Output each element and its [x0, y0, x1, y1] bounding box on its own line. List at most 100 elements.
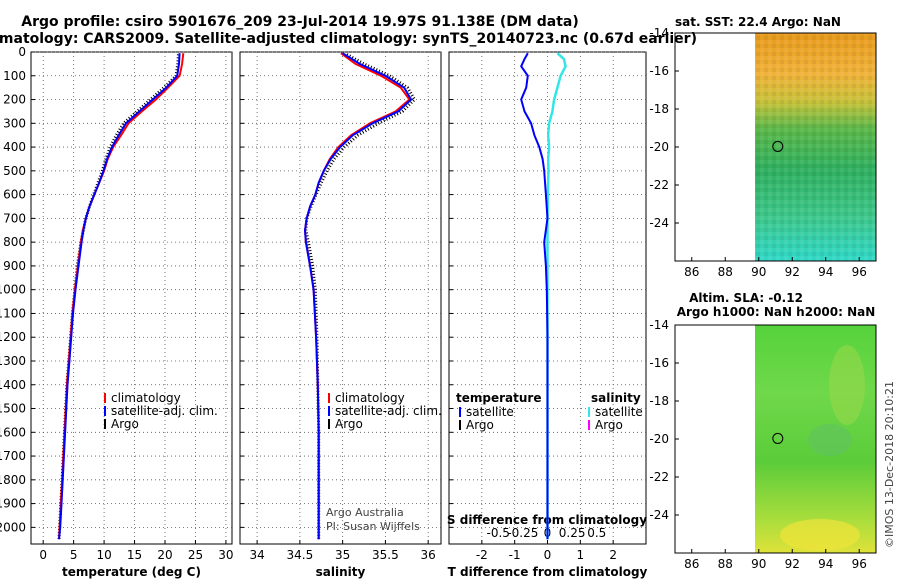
sla-blob	[829, 345, 865, 425]
s-tick-label: -0.5	[487, 526, 510, 540]
map-x-tick-label: 92	[785, 265, 800, 279]
legend-swatch	[328, 419, 330, 429]
legend-swatch	[459, 407, 461, 417]
x-tick-label: 35.5	[372, 548, 399, 562]
y-tick-label: 1800	[0, 473, 26, 487]
sst-map-title: sat. SST: 22.4 Argo: NaN	[675, 15, 841, 29]
legend-swatch	[328, 406, 330, 416]
x-tick-label: 1	[577, 548, 585, 562]
y-tick-label: 800	[3, 235, 26, 249]
x-tick-label: 34.5	[287, 548, 314, 562]
credit-line2: PI: Susan Wijffels	[326, 520, 420, 533]
figure-title-line2: Climatology: CARS2009. Satellite-adjuste…	[0, 31, 697, 47]
y-tick-label: 0	[18, 45, 26, 59]
legend-label: satellite-adj. clim.	[111, 404, 218, 418]
map-x-tick-label: 92	[785, 557, 800, 571]
legend-swatch	[104, 393, 106, 403]
satellite-temperature-line	[58, 53, 181, 540]
map-x-tick-label: 90	[751, 557, 766, 571]
legend-swatch	[104, 419, 106, 429]
y-tick-label: 300	[3, 116, 26, 130]
figure-title-line1: Argo profile: csiro 5901676_209 23-Jul-2…	[21, 14, 579, 30]
map-y-tick-label: -20	[649, 432, 669, 446]
legend-label: Argo	[335, 417, 363, 431]
legend-swatch	[328, 393, 330, 403]
sst-map: 86 88 90 92 94 96 -14 -16 -18 -20 -22 -24	[649, 26, 877, 279]
legend-label: climatology	[111, 391, 181, 405]
map-y-tick-label: -18	[649, 394, 669, 408]
legend-temperature-heading: temperature	[456, 391, 541, 405]
legend-label: climatology	[335, 391, 405, 405]
legend-label: Argo	[466, 418, 494, 432]
y-tick-label: 2000	[0, 520, 26, 534]
legend-label: Argo	[111, 417, 139, 431]
map-x-tick-label: 94	[818, 265, 833, 279]
satellite-salinity-line	[303, 52, 413, 540]
y-tick-label: 100	[3, 69, 26, 83]
legend-salinity-heading: salinity	[591, 391, 641, 405]
plot-frame	[30, 51, 233, 545]
sla-map: 86 88 90 92 94 96 -14 -16 -18 -20 -22 -24	[649, 318, 877, 571]
x-axis-label: salinity	[316, 565, 366, 579]
credit-line1: Argo Australia	[326, 506, 404, 519]
x-axis-label: temperature (deg C)	[62, 565, 201, 579]
x-tick-label: 35	[335, 548, 350, 562]
map-y-tick-label: -24	[649, 508, 669, 522]
y-tick-label: 200	[3, 93, 26, 107]
imos-stamp: ©IMOS 13-Dec-2018 20:10:21	[883, 381, 896, 548]
temperature-satellite-diff-line	[520, 52, 549, 540]
argo-position-marker	[772, 140, 784, 152]
map-x-tick-label: 88	[718, 557, 733, 571]
y-tick-label: 1200	[0, 330, 26, 344]
y-tick-label: 900	[3, 259, 26, 273]
y-tick-label: 600	[3, 188, 26, 202]
map-x-tick-label: 88	[718, 265, 733, 279]
y-tick-label: 500	[3, 164, 26, 178]
map-y-tick-label: -16	[649, 64, 669, 78]
legend-label: satellite	[595, 405, 643, 419]
map-y-tick-label: -16	[649, 356, 669, 370]
argo-temperature-line	[57, 54, 180, 540]
x-tick-label: -1	[509, 548, 521, 562]
s-tick-label: -0.25	[507, 526, 538, 540]
sla-blob	[808, 424, 852, 456]
map-y-tick-label: -24	[649, 216, 669, 230]
legend-label: Argo	[595, 418, 623, 432]
x-tick-label: 20	[157, 548, 172, 562]
legend-label: satellite	[466, 405, 514, 419]
x-tick-label: 30	[218, 548, 233, 562]
map-x-tick-label: 94	[818, 557, 833, 571]
sla-map-subtitle: Argo h1000: NaN h2000: NaN	[677, 305, 876, 319]
y-tick-label: 1400	[0, 378, 26, 392]
plot-frame	[239, 51, 442, 545]
legend-swatch	[104, 406, 106, 416]
map-x-tick-label: 96	[852, 557, 867, 571]
y-tick-label: 1000	[0, 283, 26, 297]
x-tick-label: 0	[39, 548, 47, 562]
s-tick-label: 0.5	[587, 526, 606, 540]
y-tick-label: 700	[3, 211, 26, 225]
legend-swatch	[588, 407, 590, 417]
map-x-tick-label: 86	[684, 265, 699, 279]
sla-map-title: Altim. SLA: -0.12	[689, 291, 803, 305]
map-y-tick-label: -22	[649, 178, 669, 192]
map-y-tick-label: -14	[649, 26, 669, 40]
y-tick-label: 1100	[0, 306, 26, 320]
y-tick-label: 1500	[0, 402, 26, 416]
s-tick-label: 0.25	[559, 526, 586, 540]
x-tick-label: 25	[188, 548, 203, 562]
legend-swatch	[588, 420, 590, 430]
sla-blob	[780, 519, 860, 551]
map-y-tick-label: -20	[649, 140, 669, 154]
y-tick-label: 1300	[0, 354, 26, 368]
map-y-tick-label: -22	[649, 470, 669, 484]
sst-field-texture	[755, 33, 876, 261]
salinity-satellite-diff-line	[546, 52, 567, 540]
temperature-panel: 0 5 10 15 20 25 300100200300400500600700800900…	[0, 45, 234, 579]
x-tick-label: 0	[544, 548, 552, 562]
difference-panel: -2 -1 0 1 2 T difference from climatology -0.5…	[447, 51, 648, 579]
x-tick-label: 5	[70, 548, 78, 562]
x-tick-label: 2	[609, 548, 617, 562]
x-tick-label: -2	[476, 548, 488, 562]
